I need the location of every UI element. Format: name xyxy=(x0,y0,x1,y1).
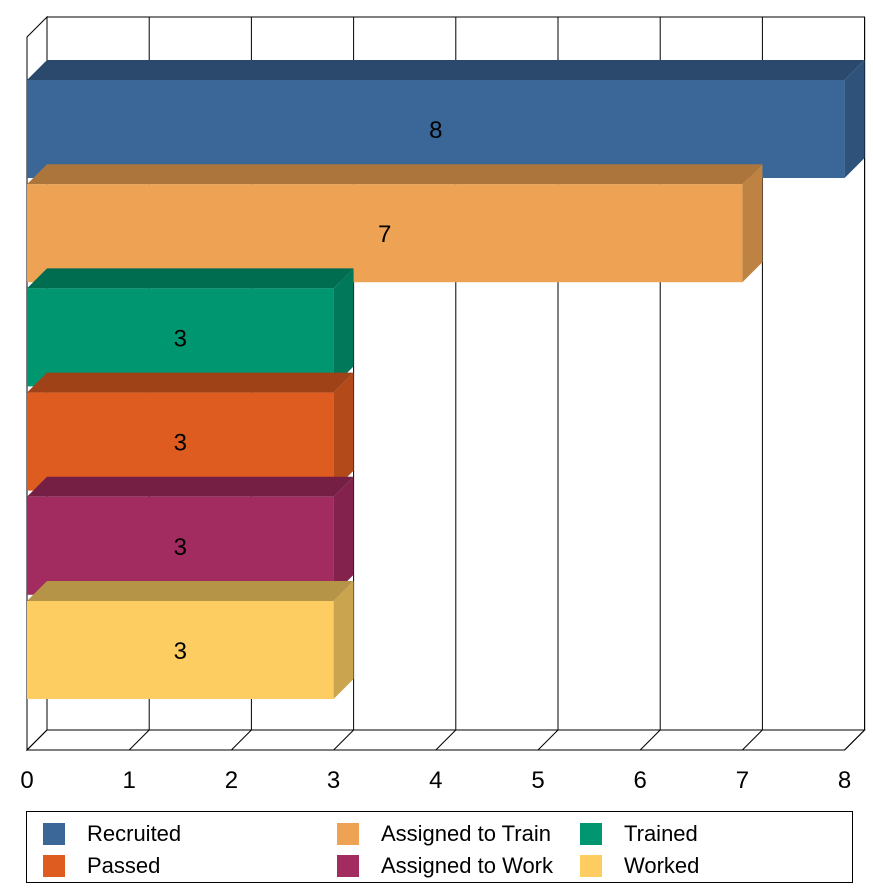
bar-passed xyxy=(27,372,354,491)
floor-gridline xyxy=(742,729,763,751)
legend-item-assigned-to-work: Assigned to Work xyxy=(337,853,554,878)
legend-swatch xyxy=(580,855,602,877)
x-tick-label: 0 xyxy=(20,767,33,794)
bar-front-face xyxy=(27,601,334,699)
bar-top-face xyxy=(27,372,354,393)
bar-top-face xyxy=(27,268,354,289)
legend-label: Assigned to Train xyxy=(381,821,551,846)
x-tick-label: 5 xyxy=(531,767,544,794)
legend-label: Passed xyxy=(87,853,161,878)
legend-item-trained: Trained xyxy=(580,821,698,846)
bar-side-face xyxy=(333,476,354,595)
legend-item-assigned-to-train: Assigned to Train xyxy=(337,821,551,846)
legend-item-worked: Worked xyxy=(580,853,700,878)
bar-front-face xyxy=(27,288,334,387)
legend-item-passed: Passed xyxy=(43,853,161,878)
data-label: 3 xyxy=(174,325,187,352)
bar-side-face xyxy=(333,268,354,387)
x-tick-label: 7 xyxy=(736,767,749,794)
legend-swatch xyxy=(337,855,359,877)
data-label: 7 xyxy=(378,221,391,248)
floor-gridline xyxy=(26,729,48,751)
x-tick-label: 6 xyxy=(634,767,647,794)
floor-gridline xyxy=(128,729,150,751)
legend-swatch xyxy=(43,823,65,845)
chart-legend: Recruited Assigned to Train Trained Pass… xyxy=(26,811,853,883)
x-tick-label: 2 xyxy=(225,767,238,794)
bar-assigned-to-train xyxy=(27,164,763,283)
x-tick-label: 8 xyxy=(838,767,851,794)
data-label: 3 xyxy=(174,534,187,561)
bar-recruited xyxy=(27,60,865,178)
bar-front-face xyxy=(27,184,743,283)
bar-side-face xyxy=(742,164,763,283)
bar-top-face xyxy=(27,476,354,497)
legend-label: Assigned to Work xyxy=(381,853,554,878)
bar-trained xyxy=(27,268,354,387)
legend-label: Worked xyxy=(624,853,700,878)
bar-side-face xyxy=(333,372,354,491)
x-tick-label: 1 xyxy=(123,767,136,794)
legend-label: Recruited xyxy=(87,821,182,846)
legend-swatch xyxy=(337,823,359,845)
x-tick-label: 3 xyxy=(327,767,340,794)
floor-gridline xyxy=(639,729,661,751)
bar-top-face xyxy=(27,581,354,601)
bar-front-face xyxy=(27,80,845,178)
floor-gridline xyxy=(435,729,457,751)
legend-swatch xyxy=(580,823,602,845)
data-label: 3 xyxy=(174,638,187,665)
bar-assigned-to-work xyxy=(27,476,354,595)
floor-gridline xyxy=(333,729,354,751)
data-label: 8 xyxy=(429,117,442,144)
legend-label: Trained xyxy=(624,821,698,846)
bar-front-face xyxy=(27,392,334,491)
legend-swatch xyxy=(43,855,65,877)
floor-gridline xyxy=(231,729,252,751)
legend-item-recruited: Recruited xyxy=(43,821,182,846)
bar-side-face xyxy=(333,581,354,699)
floor-gridline xyxy=(537,729,559,751)
floor-gridline xyxy=(844,729,865,751)
x-tick-label: 4 xyxy=(429,767,442,794)
bar-top-face xyxy=(27,164,763,185)
bar-front-face xyxy=(27,496,334,595)
bar-top-face xyxy=(27,60,865,80)
data-label: 3 xyxy=(174,430,187,457)
chart-plot-area: 8 7 3 3 3 3 0 1 2 3 4 5 6 7 8 xyxy=(20,15,866,794)
bar-side-face xyxy=(844,60,865,178)
bar-worked xyxy=(27,581,354,699)
